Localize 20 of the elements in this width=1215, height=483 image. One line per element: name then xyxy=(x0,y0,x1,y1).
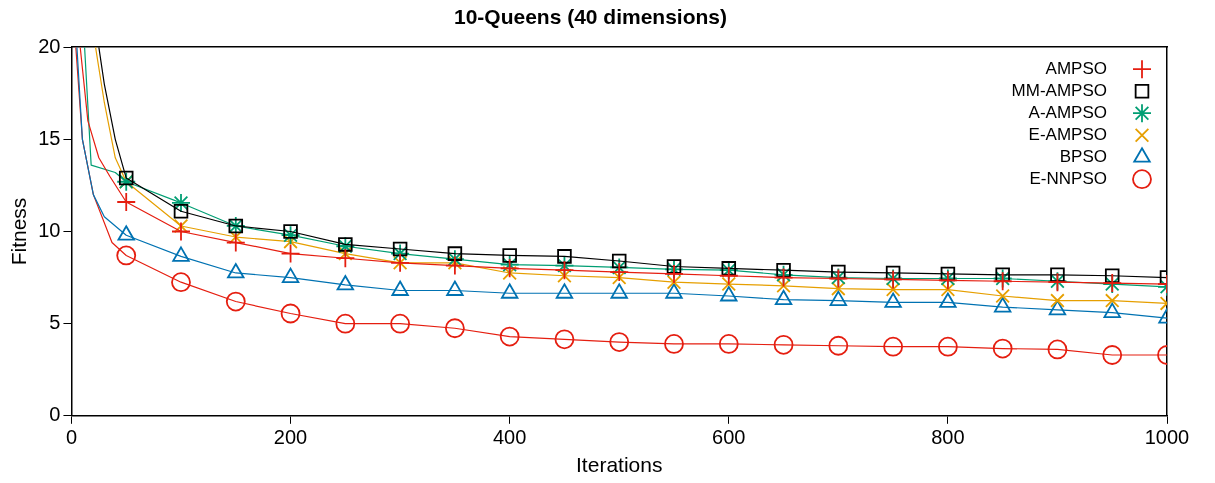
x-tick-label: 1000 xyxy=(1144,426,1190,449)
legend-label: MM-AMPSO xyxy=(1011,80,1107,100)
y-tick-label: 20 xyxy=(38,34,61,57)
x-tick-label: 200 xyxy=(273,426,308,449)
x-tick-label: 800 xyxy=(931,426,965,449)
legend-label: AMPSO xyxy=(1045,58,1107,78)
y-tick-label: 5 xyxy=(49,311,61,334)
legend-label: E-NNPSO xyxy=(1029,168,1107,188)
y-tick-label: 10 xyxy=(38,219,61,242)
y-tick-label: 15 xyxy=(38,126,61,149)
x-tick-label: 600 xyxy=(712,426,746,449)
x-tick-label: 0 xyxy=(65,426,78,449)
legend-label: BPSO xyxy=(1059,146,1107,166)
chart-title: 10-Queens (40 dimensions) xyxy=(453,5,728,29)
legend-label: E-AMPSO xyxy=(1028,124,1107,144)
y-tick-label: 0 xyxy=(49,403,61,426)
x-tick-label: 400 xyxy=(492,426,527,449)
y-axis-title: Fitness xyxy=(7,197,31,266)
legend-label: A-AMPSO xyxy=(1028,102,1107,122)
x-axis-title: Iterations xyxy=(576,453,663,477)
